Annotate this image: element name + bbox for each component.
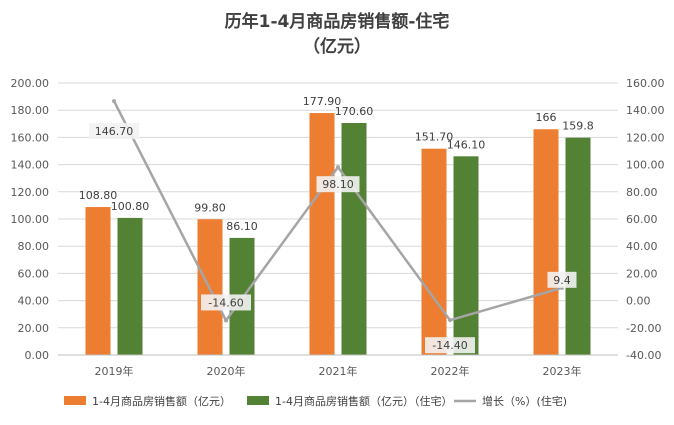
bar-data-label: 99.80 — [194, 201, 226, 214]
line-point — [336, 165, 340, 170]
x-axis: 2019年 2020年 2021年 2022年 2023年 — [58, 354, 618, 378]
line-data-label: 146.70 — [95, 125, 134, 138]
bar-data-label: 108.80 — [79, 189, 118, 202]
y-tick-label-left: 80.00 — [18, 240, 50, 253]
bar-data-label: 151.70 — [415, 131, 454, 144]
y-tick-label-right: 80.00 — [626, 186, 658, 199]
y-tick-label-left: 200.00 — [11, 77, 50, 90]
y-tick-label-left: 180.00 — [11, 104, 50, 117]
legend-label: 增长（%）(住宅) — [482, 394, 567, 408]
y-axis-right: -40.00 -20.00 0.00 20.00 40.00 60.00 80.00 100.… — [626, 77, 665, 362]
y-tick-label-left: 100.00 — [11, 213, 50, 226]
legend-swatch — [64, 396, 86, 405]
legend-label: 1-4月商品房销售额（亿元）（住宅） — [275, 394, 452, 408]
line-data-label: -14.40 — [432, 339, 467, 352]
x-tick-label: 2023年 — [543, 364, 582, 378]
bar-data-label: 146.10 — [447, 138, 486, 151]
line-data-label: 98.10 — [322, 178, 354, 191]
gridlines — [58, 82, 618, 356]
x-tick-label: 2021年 — [319, 364, 358, 378]
bar — [565, 137, 591, 355]
line-data-label-box — [316, 176, 360, 193]
bar-data-label: 170.60 — [335, 105, 374, 118]
y-tick-label-right: 160.00 — [626, 77, 665, 90]
growth-line — [112, 100, 563, 322]
chart-title: 历年1-4月商品房销售额-住宅 — [225, 11, 450, 32]
bar — [453, 156, 479, 355]
x-tick-label: 2020年 — [207, 364, 246, 378]
line-data-label-box — [89, 123, 139, 140]
line-data-label: -14.60 — [208, 296, 243, 309]
y-tick-label-right: -20.00 — [626, 322, 661, 335]
bar-data-label: 159.8 — [562, 120, 594, 133]
chart-title-unit: （亿元） — [303, 36, 371, 57]
y-tick-label-right: 40.00 — [626, 240, 658, 253]
bar — [421, 148, 447, 355]
y-tick-label-right: -40.00 — [626, 349, 661, 362]
line-data-label-box — [201, 294, 251, 311]
line-point — [224, 318, 228, 323]
line-data-label-box — [425, 337, 475, 354]
bar-data-label: 177.90 — [303, 95, 342, 108]
legend-swatch — [247, 396, 269, 405]
y-tick-label-right: 20.00 — [626, 267, 658, 280]
line-series: 146.70 -14.60 98.10 -14.40 9.4 — [89, 99, 577, 354]
y-tick-label-left: 160.00 — [11, 131, 50, 144]
y-tick-label-left: 120.00 — [11, 186, 50, 199]
y-tick-label-left: 140.00 — [11, 159, 50, 172]
y-tick-label-right: 100.00 — [626, 159, 665, 172]
legend: 1-4月商品房销售额（亿元） 1-4月商品房销售额（亿元）（住宅） 增长（%）(住宅… — [64, 394, 567, 408]
line-data-label: 9.4 — [553, 274, 571, 287]
y-tick-label-right: 120.00 — [626, 131, 665, 144]
bar — [309, 113, 335, 355]
bar-data-label: 86.10 — [226, 220, 258, 233]
y-tick-label-left: 20.00 — [18, 322, 50, 335]
y-tick-label-right: 60.00 — [626, 213, 658, 226]
bar — [341, 122, 367, 355]
y-axis-left: 0.00 20.00 40.00 60.00 80.00 100.00 120.00 140.… — [11, 77, 50, 362]
legend-label: 1-4月商品房销售额（亿元） — [92, 394, 231, 408]
y-tick-label-left: 0.00 — [25, 349, 50, 362]
line-point — [448, 318, 452, 323]
bar-data-label: 166 — [536, 111, 557, 124]
x-tick-label: 2019年 — [95, 364, 134, 378]
y-tick-label-right: 140.00 — [626, 104, 665, 117]
bar — [85, 207, 111, 355]
bar-data-label: 100.80 — [111, 200, 150, 213]
y-tick-label-left: 60.00 — [18, 267, 50, 280]
line-data-label-box — [547, 271, 577, 288]
bar — [533, 129, 559, 355]
y-tick-label-right: 0.00 — [626, 295, 651, 308]
x-tick-label: 2022年 — [431, 364, 470, 378]
y-tick-label-left: 40.00 — [18, 295, 50, 308]
line-point — [112, 99, 116, 104]
bar — [117, 217, 143, 355]
